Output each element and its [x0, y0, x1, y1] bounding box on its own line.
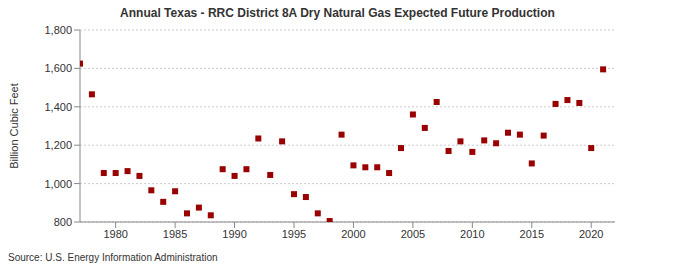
- svg-text:1,400: 1,400: [44, 101, 72, 113]
- svg-text:Billion Cubic Feet: Billion Cubic Feet: [8, 83, 20, 169]
- svg-text:1,000: 1,000: [44, 178, 72, 190]
- svg-text:1990: 1990: [222, 228, 246, 240]
- svg-text:1995: 1995: [282, 228, 306, 240]
- svg-text:1,200: 1,200: [44, 139, 72, 151]
- svg-text:1980: 1980: [103, 228, 127, 240]
- svg-text:1985: 1985: [163, 228, 187, 240]
- html-text:Annual Texas - RRC District 8A: Annual Texas - RRC District 8A Dry Natur…: [120, 6, 555, 20]
- svg-text:2010: 2010: [460, 228, 484, 240]
- svg-text:800: 800: [54, 216, 72, 228]
- svg-text:1,600: 1,600: [44, 62, 72, 74]
- html-text:Source: U.S. Energy Informatio: Source: U.S. Energy Information Administ…: [8, 252, 218, 263]
- svg-text:2020: 2020: [579, 228, 603, 240]
- svg-text:2000: 2000: [341, 228, 365, 240]
- svg-text:2015: 2015: [520, 228, 544, 240]
- svg-text:2005: 2005: [401, 228, 425, 240]
- svg-text:1,800: 1,800: [44, 26, 72, 36]
